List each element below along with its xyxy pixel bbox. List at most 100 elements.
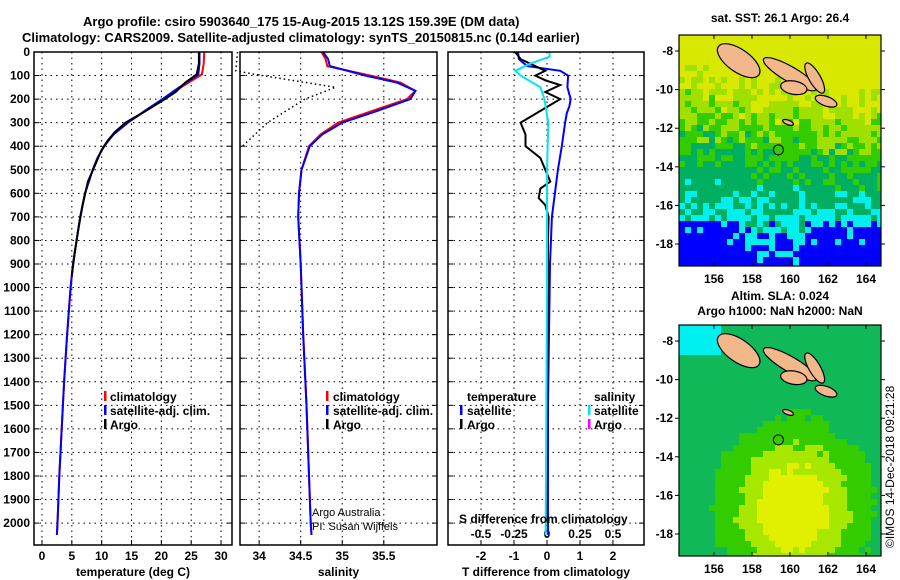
map-cell [739, 155, 745, 161]
map-cell [817, 421, 823, 427]
map-cell [799, 547, 805, 553]
map-cell [703, 113, 709, 119]
map-cell [823, 469, 829, 475]
map-cell [835, 349, 841, 355]
map-cell [769, 89, 775, 95]
map-cell [823, 167, 829, 173]
map-cell [733, 179, 739, 185]
map-cell [685, 101, 691, 107]
map-cell [745, 325, 751, 331]
map-cell [865, 391, 871, 397]
map-cell [859, 161, 865, 167]
map-cell [775, 227, 781, 233]
map-cell [799, 337, 805, 343]
map-cell [763, 361, 769, 367]
map-cell [841, 221, 847, 227]
map-cell [847, 227, 853, 233]
map-cell [835, 95, 841, 101]
map-cell [691, 95, 697, 101]
sst-map-title: sat. SST: 26.1 Argo: 26.4 [711, 11, 850, 25]
map-cell [841, 331, 847, 337]
lon-tick-label: 160 [780, 562, 800, 576]
map-cell [865, 433, 871, 439]
map-cell [679, 541, 685, 547]
map-cell [775, 493, 781, 499]
map-cell [679, 83, 685, 89]
map-cell [757, 233, 763, 239]
map-cell [841, 251, 847, 257]
x-axis-label: T difference from climatology [462, 565, 630, 579]
map-cell [679, 71, 685, 77]
map-cell [841, 203, 847, 209]
map-cell [799, 119, 805, 125]
map-cell [757, 83, 763, 89]
map-cell [859, 337, 865, 343]
map-cell [703, 475, 709, 481]
map-cell [721, 493, 727, 499]
map-cell [847, 41, 853, 47]
map-cell [709, 167, 715, 173]
map-cell [751, 385, 757, 391]
map-cell [793, 161, 799, 167]
map-cell [781, 203, 787, 209]
map-cell [703, 343, 709, 349]
map-cell [709, 185, 715, 191]
sla-map-title-2: Argo h1000: NaN h2000: NaN [697, 304, 862, 318]
map-cell [679, 263, 685, 266]
map-cell [715, 53, 721, 59]
map-cell [829, 119, 835, 125]
map-cell [685, 257, 691, 263]
map-cell [787, 167, 793, 173]
map-cell [751, 337, 757, 343]
map-cell [727, 71, 733, 77]
map-cell [841, 89, 847, 95]
map-cell [709, 161, 715, 167]
island-icon [716, 333, 761, 369]
map-cell [805, 263, 811, 266]
map-cell [745, 535, 751, 541]
map-cell [745, 391, 751, 397]
map-cell [859, 361, 865, 367]
map-cell [757, 263, 763, 266]
map-cell [709, 83, 715, 89]
map-cell [709, 529, 715, 535]
map-cell [859, 233, 865, 239]
map-cell [829, 331, 835, 337]
map-cell [829, 113, 835, 119]
map-cell [715, 119, 721, 125]
map-cell [703, 547, 709, 553]
map-cell [685, 77, 691, 83]
map-cell [811, 137, 817, 143]
map-cell [727, 523, 733, 529]
map-cell [757, 89, 763, 95]
map-cell [859, 385, 865, 391]
map-cell [685, 391, 691, 397]
map-cell [697, 203, 703, 209]
map-cell [775, 409, 781, 415]
map-cell [865, 457, 871, 463]
map-cell [823, 493, 829, 499]
map-cell [745, 35, 751, 41]
map-cell [703, 203, 709, 209]
map-cell [847, 373, 853, 379]
map-cell [697, 397, 703, 403]
map-cell [739, 511, 745, 517]
map-cell [787, 191, 793, 197]
map-cell [811, 427, 817, 433]
map-cell [757, 469, 763, 475]
map-cell [709, 131, 715, 137]
map-cell [727, 457, 733, 463]
map-cell [715, 535, 721, 541]
map-cell [757, 179, 763, 185]
map-cell [709, 331, 715, 337]
map-cell [811, 457, 817, 463]
map-cell [853, 221, 859, 227]
map-cell [679, 325, 685, 331]
map-cell [727, 107, 733, 113]
map-cell [757, 131, 763, 137]
map-cell [805, 167, 811, 173]
map-cell [715, 475, 721, 481]
map-cell [793, 463, 799, 469]
map-cell [829, 523, 835, 529]
map-cell [751, 53, 757, 59]
